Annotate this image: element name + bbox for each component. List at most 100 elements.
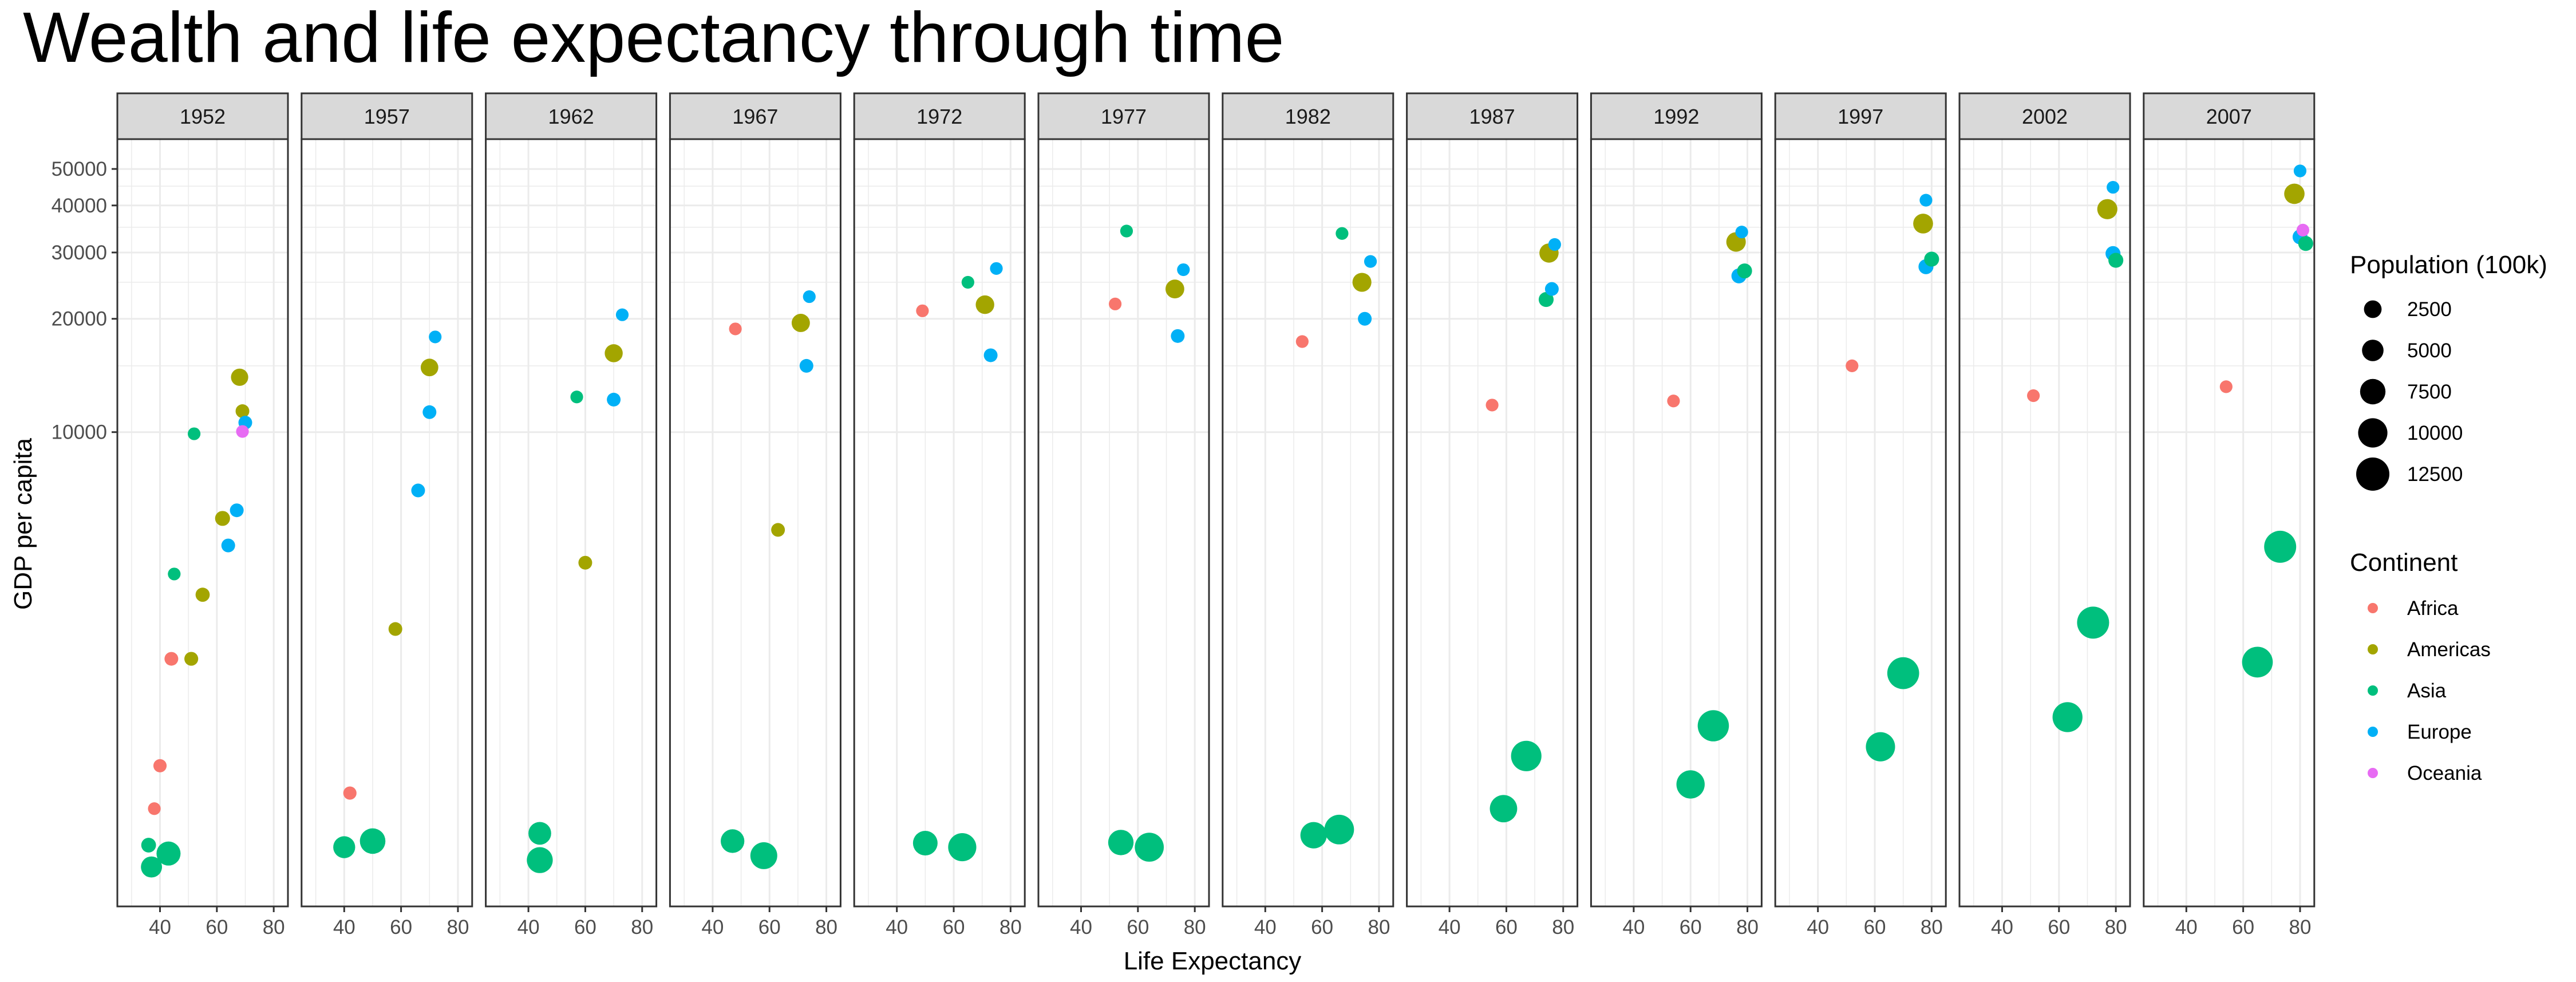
facet-strip <box>485 92 658 140</box>
x-tick-label: 60 <box>943 916 965 938</box>
legend: Population (100k) 2500 5000 7500 10000 12500… <box>2350 251 2547 784</box>
panel-border <box>116 138 289 908</box>
facet-strip-label: 1977 <box>1101 105 1147 128</box>
facet-strip <box>1774 92 1947 140</box>
facet-strip <box>853 92 1026 140</box>
y-axis-title: GDP per capita <box>9 437 37 610</box>
x-tick-label: 60 <box>1864 916 1886 938</box>
data-point-asia <box>1300 822 1327 849</box>
panel-background <box>1959 139 2130 906</box>
data-point-asia <box>156 841 181 866</box>
facet-strip <box>1590 92 1763 140</box>
facet-1952: 1952 40 60 80 <box>116 92 289 938</box>
facet-1997: 1997 40 60 80 <box>1774 92 1947 938</box>
facet-strip-label: 1992 <box>1653 105 1699 128</box>
data-point-asia <box>527 847 553 873</box>
size-legend-label: 12500 <box>2407 463 2463 486</box>
data-point-americas <box>771 523 785 537</box>
size-legend-label: 10000 <box>2407 422 2463 444</box>
data-point-asia <box>750 842 777 869</box>
x-tick-label: 60 <box>1127 916 1149 938</box>
x-tick-label: 80 <box>1184 916 1206 938</box>
data-point-europe <box>429 330 442 344</box>
facet-strip-label: 1952 <box>180 105 226 128</box>
data-point-europe <box>1358 311 1372 326</box>
panel-background <box>2143 139 2314 906</box>
x-tick-label: 80 <box>1552 916 1574 938</box>
data-point-asia <box>1697 710 1729 742</box>
data-point-europe <box>221 538 235 553</box>
facet-strip <box>116 92 289 140</box>
color-legend-label: Africa <box>2407 597 2459 620</box>
data-point-asia <box>961 275 974 289</box>
x-tick-label: 80 <box>815 916 837 938</box>
color-legend-key-americas <box>2368 644 2378 654</box>
data-point-asia <box>721 829 745 853</box>
data-point-asia <box>1538 292 1554 307</box>
data-point-africa <box>916 304 929 317</box>
facet-strip-label: 1957 <box>364 105 410 128</box>
x-tick-label: 40 <box>701 916 724 938</box>
data-point-asia <box>188 427 201 440</box>
data-point-asia <box>2052 702 2083 732</box>
data-point-africa <box>729 322 742 336</box>
data-point-americas <box>605 344 623 362</box>
panel-border <box>301 138 473 908</box>
facet-strip <box>1406 92 1579 140</box>
data-point-europe <box>1548 238 1561 251</box>
data-point-africa <box>148 802 161 815</box>
x-tick-label: 80 <box>2105 916 2127 938</box>
data-point-americas <box>195 587 210 602</box>
data-point-asia <box>2298 236 2313 251</box>
data-point-oceania <box>2296 223 2310 236</box>
panel-background <box>117 139 288 906</box>
data-point-asia <box>1887 657 1919 689</box>
color-legend-title: Continent <box>2350 549 2458 577</box>
size-legend: 2500 5000 7500 10000 12500 <box>2356 298 2463 491</box>
facet-1967: 1967 40 60 80 <box>669 92 841 938</box>
x-tick-label: 40 <box>517 916 540 938</box>
data-point-asia <box>1135 833 1164 862</box>
x-tick-label: 40 <box>1807 916 1829 938</box>
data-point-americas <box>2097 199 2117 219</box>
facet-strip <box>1222 92 1394 140</box>
y-tick-label: 30000 <box>52 242 107 264</box>
size-legend-label: 5000 <box>2407 340 2452 362</box>
data-point-asia <box>570 391 583 404</box>
color-legend: Africa Americas Asia Europe Oceania <box>2368 597 2491 784</box>
x-tick-label: 40 <box>1622 916 1645 938</box>
data-point-europe <box>1544 282 1559 296</box>
x-tick-label: 60 <box>1311 916 1333 938</box>
facet-panels: 10000 20000 30000 40000 50000 1952 40 60 80 1957 4… <box>52 92 2316 938</box>
data-point-asia <box>528 822 551 845</box>
data-point-asia <box>1676 770 1705 799</box>
facet-strip-label: 2007 <box>2206 105 2252 128</box>
x-tick-label: 80 <box>2289 916 2311 938</box>
size-legend-label: 2500 <box>2407 298 2452 321</box>
panel-border <box>853 138 1026 908</box>
data-point-africa <box>1846 359 1859 372</box>
data-point-africa <box>153 759 167 772</box>
x-tick-label: 80 <box>631 916 653 938</box>
x-tick-label: 40 <box>333 916 355 938</box>
data-point-europe <box>2107 180 2120 194</box>
y-tick-label: 20000 <box>52 308 107 330</box>
data-point-asia <box>1336 227 1349 240</box>
x-tick-label: 40 <box>149 916 171 938</box>
y-tick-label: 10000 <box>52 421 107 444</box>
color-legend-label: Americas <box>2407 638 2491 661</box>
facet-2007: 2007 40 60 80 <box>2143 92 2316 938</box>
data-point-europe <box>607 392 621 407</box>
x-tick-label: 60 <box>758 916 781 938</box>
data-point-europe <box>411 483 425 498</box>
x-tick-label: 60 <box>1680 916 1702 938</box>
data-point-asia <box>1108 830 1134 855</box>
color-legend-key-oceania <box>2368 768 2378 778</box>
panel-background <box>1406 139 1578 906</box>
data-point-asia <box>912 830 938 855</box>
x-tick-label: 80 <box>447 916 469 938</box>
data-point-africa <box>2219 380 2233 393</box>
size-legend-title: Population (100k) <box>2350 251 2547 279</box>
data-point-asia <box>1120 224 1133 238</box>
data-point-asia <box>2077 606 2109 639</box>
